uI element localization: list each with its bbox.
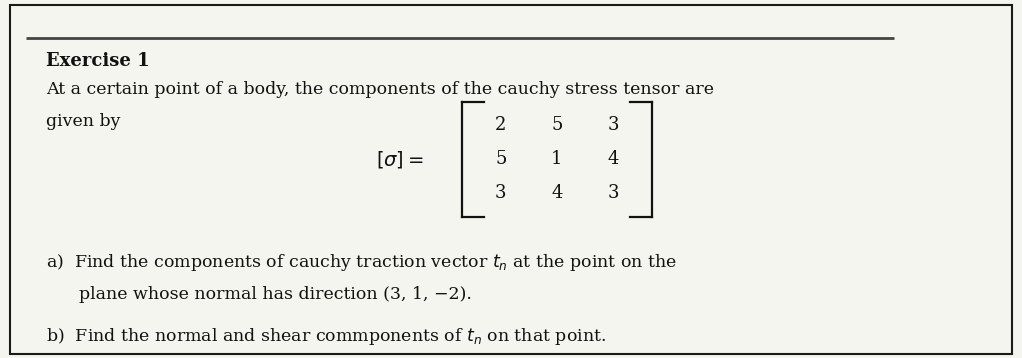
Text: At a certain point of a body, the components of the cauchy stress tensor are: At a certain point of a body, the compon…	[46, 81, 714, 97]
Text: $[\sigma] =$: $[\sigma] =$	[376, 149, 424, 170]
Text: plane whose normal has direction (3, 1, −2).: plane whose normal has direction (3, 1, …	[46, 286, 472, 303]
Text: 3: 3	[607, 184, 619, 202]
Text: 4: 4	[551, 184, 563, 202]
Text: 2: 2	[495, 116, 507, 134]
Text: 5: 5	[551, 116, 563, 134]
Text: a)  Find the components of cauchy traction vector $t_n$ at the point on the: a) Find the components of cauchy tractio…	[46, 252, 677, 274]
Text: given by: given by	[46, 113, 121, 130]
Text: 4: 4	[607, 150, 619, 168]
Text: 3: 3	[607, 116, 619, 134]
Text: b)  Find the normal and shear commponents of $t_n$ on that point.: b) Find the normal and shear commponents…	[46, 326, 606, 347]
Text: 3: 3	[495, 184, 507, 202]
Text: 5: 5	[495, 150, 507, 168]
Text: 1: 1	[551, 150, 563, 168]
Text: Exercise 1: Exercise 1	[46, 52, 149, 70]
